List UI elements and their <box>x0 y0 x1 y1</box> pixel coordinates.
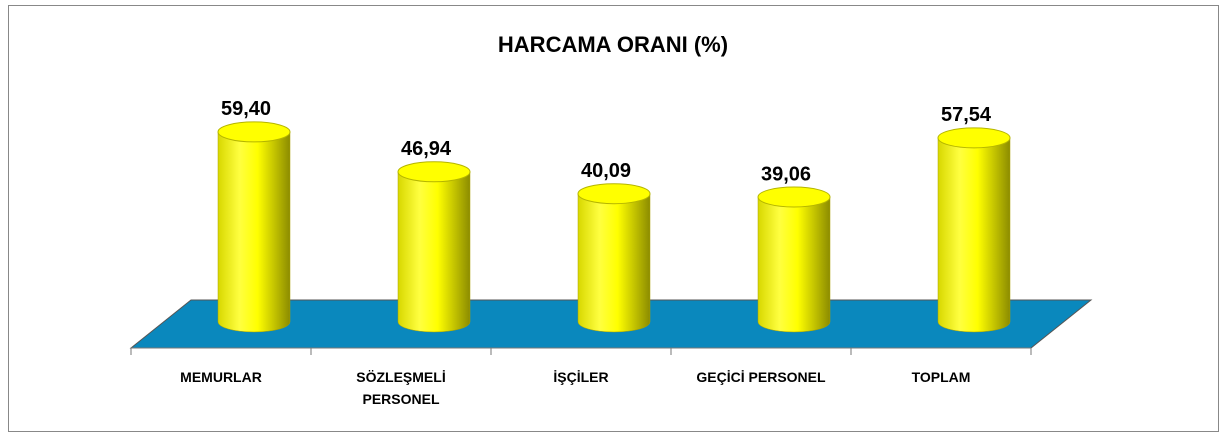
cylinder-top <box>757 186 831 208</box>
x-tick-label: GEÇİCİ PERSONEL <box>696 369 826 385</box>
cylinder-body <box>757 196 831 333</box>
cylinder-top <box>217 121 291 143</box>
bar <box>757 186 831 333</box>
data-label: 59,40 <box>221 98 271 120</box>
cylinder-body <box>397 171 471 333</box>
bar <box>397 161 471 333</box>
x-tick-label: SÖZLEŞMELİ PERSONEL <box>356 369 446 407</box>
x-tick-label: İŞÇİLER <box>553 369 609 385</box>
cylinder-top <box>577 183 651 205</box>
cylinder-top <box>397 161 471 183</box>
bar <box>577 183 651 333</box>
data-label: 39,06 <box>761 163 811 185</box>
chart-title: HARCAMA ORANI (%) <box>498 32 728 57</box>
data-label: 57,54 <box>941 104 992 126</box>
bar <box>937 127 1011 333</box>
data-label: 46,94 <box>401 138 452 160</box>
cylinder-body <box>577 193 651 333</box>
bar <box>217 121 291 333</box>
cylinder-top <box>937 127 1011 149</box>
cylinder-body <box>937 137 1011 333</box>
x-tick-label: MEMURLAR <box>180 369 262 385</box>
data-label: 40,09 <box>581 160 631 182</box>
x-tick-label: TOPLAM <box>911 369 971 385</box>
cylinder-body <box>217 131 291 333</box>
